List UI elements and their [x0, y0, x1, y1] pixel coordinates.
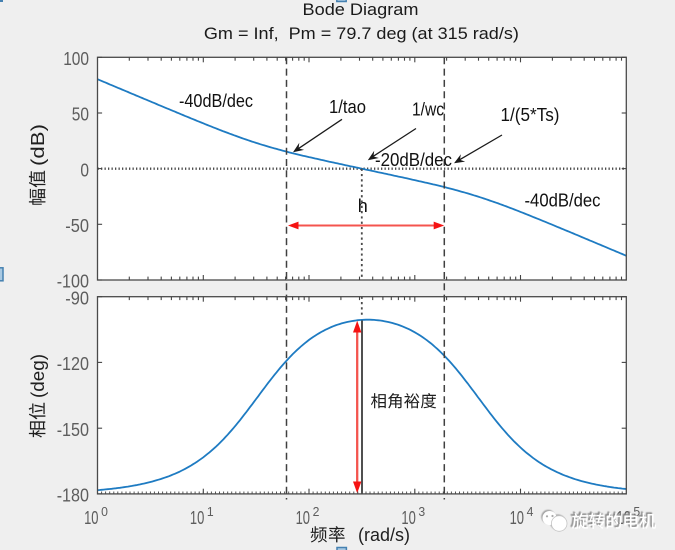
svg-text:1/tao: 1/tao — [329, 97, 366, 117]
svg-text:100: 100 — [63, 49, 89, 69]
svg-text:Bode Diagram: Bode Diagram — [303, 0, 419, 19]
svg-text:5: 5 — [633, 504, 640, 519]
svg-text:Gm = Inf, Pm = 79.7 deg (at 3: Gm = Inf, Pm = 79.7 deg (at 315 rad/s) — [204, 24, 519, 43]
svg-text:-150: -150 — [57, 420, 89, 440]
svg-text:0: 0 — [101, 504, 108, 519]
svg-text:0: 0 — [80, 160, 89, 180]
svg-text:10: 10 — [510, 508, 524, 528]
svg-text:-90: -90 — [65, 288, 89, 308]
svg-text:(dB): (dB) — [28, 124, 48, 166]
svg-text:-50: -50 — [65, 216, 89, 236]
svg-text:(rad/s): (rad/s) — [358, 525, 410, 545]
svg-text:1: 1 — [207, 504, 214, 519]
svg-text:(deg): (deg) — [28, 354, 48, 398]
svg-text:10: 10 — [296, 508, 310, 528]
svg-text:-20dB/dec: -20dB/dec — [375, 150, 452, 170]
svg-text:2: 2 — [313, 504, 320, 519]
svg-text:10: 10 — [190, 508, 204, 528]
svg-text:-180: -180 — [57, 486, 89, 506]
svg-text:-100: -100 — [57, 272, 89, 292]
svg-text:-40dB/dec: -40dB/dec — [179, 91, 253, 111]
svg-text:3: 3 — [418, 504, 425, 519]
svg-text:10: 10 — [84, 508, 98, 528]
svg-text:50: 50 — [72, 105, 89, 125]
svg-text:-40dB/dec: -40dB/dec — [525, 191, 601, 211]
svg-text:1/(5*Ts): 1/(5*Ts) — [501, 105, 560, 125]
svg-text:1/wc: 1/wc — [412, 100, 444, 120]
svg-text:h: h — [358, 196, 368, 216]
svg-text:10: 10 — [401, 508, 415, 528]
svg-text:-120: -120 — [57, 354, 89, 374]
svg-text:4: 4 — [527, 504, 534, 519]
